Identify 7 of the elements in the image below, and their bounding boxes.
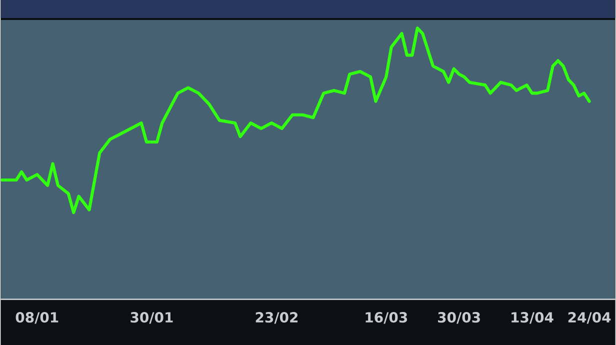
- x-tick-label: 23/02: [256, 312, 298, 324]
- x-tick-label: 08/01: [16, 312, 58, 324]
- x-tick-label: 30/03: [438, 312, 480, 324]
- x-tick-label: 13/04: [512, 312, 554, 324]
- x-tick-label: 24/04: [568, 312, 611, 324]
- x-tick-label: 16/03: [366, 312, 408, 324]
- x-tick-label: 30/01: [130, 312, 173, 324]
